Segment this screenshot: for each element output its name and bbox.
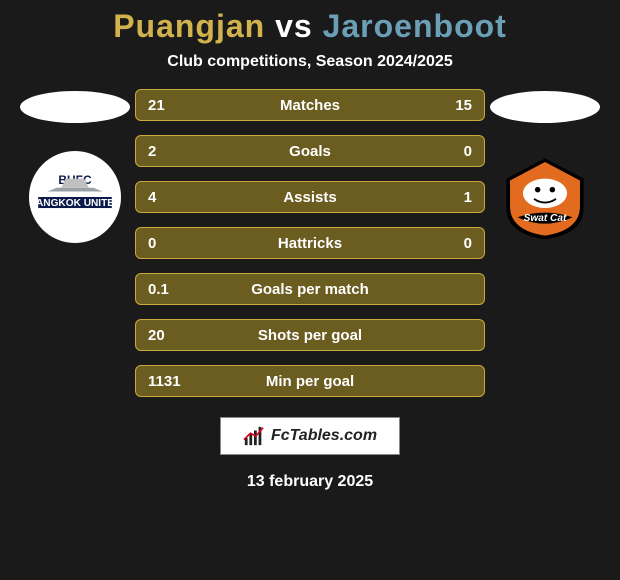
club-badge-left: BANGKOK UNITED BUFC — [29, 151, 121, 243]
stat-label: Min per goal — [208, 373, 412, 390]
stat-row: 1131Min per goal — [135, 365, 485, 397]
stat-value-left: 0 — [148, 235, 208, 252]
player-left-name: Puangjan — [113, 8, 265, 44]
stat-row: 0.1Goals per match — [135, 273, 485, 305]
stat-value-right: 0 — [412, 143, 472, 160]
stat-value-left: 20 — [148, 327, 208, 344]
stat-value-right: 15 — [412, 97, 472, 114]
left-column: BANGKOK UNITED BUFC — [15, 89, 135, 243]
subtitle: Club competitions, Season 2024/2025 — [167, 53, 452, 71]
page-title: Puangjan vs Jaroenboot — [113, 8, 507, 45]
stat-value-right: 0 — [412, 235, 472, 252]
stat-label: Goals — [208, 143, 412, 160]
stat-value-left: 1131 — [148, 373, 208, 390]
stat-label: Matches — [208, 97, 412, 114]
comparison-card: Puangjan vs Jaroenboot Club competitions… — [0, 0, 620, 580]
stat-row: 21Matches15 — [135, 89, 485, 121]
stat-value-left: 21 — [148, 97, 208, 114]
club-logo-right-icon: Swat Cat — [499, 151, 591, 243]
stat-value-left: 4 — [148, 189, 208, 206]
stat-row: 4Assists1 — [135, 181, 485, 213]
flag-right-icon — [490, 91, 600, 123]
stat-value-left: 0.1 — [148, 281, 208, 298]
svg-text:BANGKOK UNITED: BANGKOK UNITED — [29, 198, 121, 209]
stat-row: 0Hattricks0 — [135, 227, 485, 259]
stat-row: 2Goals0 — [135, 135, 485, 167]
stat-label: Goals per match — [208, 281, 412, 298]
stat-label: Assists — [208, 189, 412, 206]
stat-label: Shots per goal — [208, 327, 412, 344]
right-column: Swat Cat — [485, 89, 605, 243]
club-logo-left-icon: BANGKOK UNITED BUFC — [29, 151, 121, 243]
svg-text:Swat Cat: Swat Cat — [524, 213, 567, 224]
date-label: 13 february 2025 — [247, 473, 373, 491]
stat-value-right: 1 — [412, 189, 472, 206]
stat-value-left: 2 — [148, 143, 208, 160]
vs-label: vs — [275, 8, 313, 44]
stat-label: Hattricks — [208, 235, 412, 252]
branding-box[interactable]: FcTables.com — [220, 417, 400, 455]
stat-rows: 21Matches152Goals04Assists10Hattricks00.… — [135, 89, 485, 397]
flag-left-icon — [20, 91, 130, 123]
branding-label: FcTables.com — [271, 427, 377, 445]
stats-area: BANGKOK UNITED BUFC 21Matches152Goals04A… — [0, 89, 620, 397]
stat-row: 20Shots per goal — [135, 319, 485, 351]
chart-icon — [243, 425, 265, 447]
player-right-name: Jaroenboot — [323, 8, 507, 44]
club-badge-right: Swat Cat — [499, 151, 591, 243]
